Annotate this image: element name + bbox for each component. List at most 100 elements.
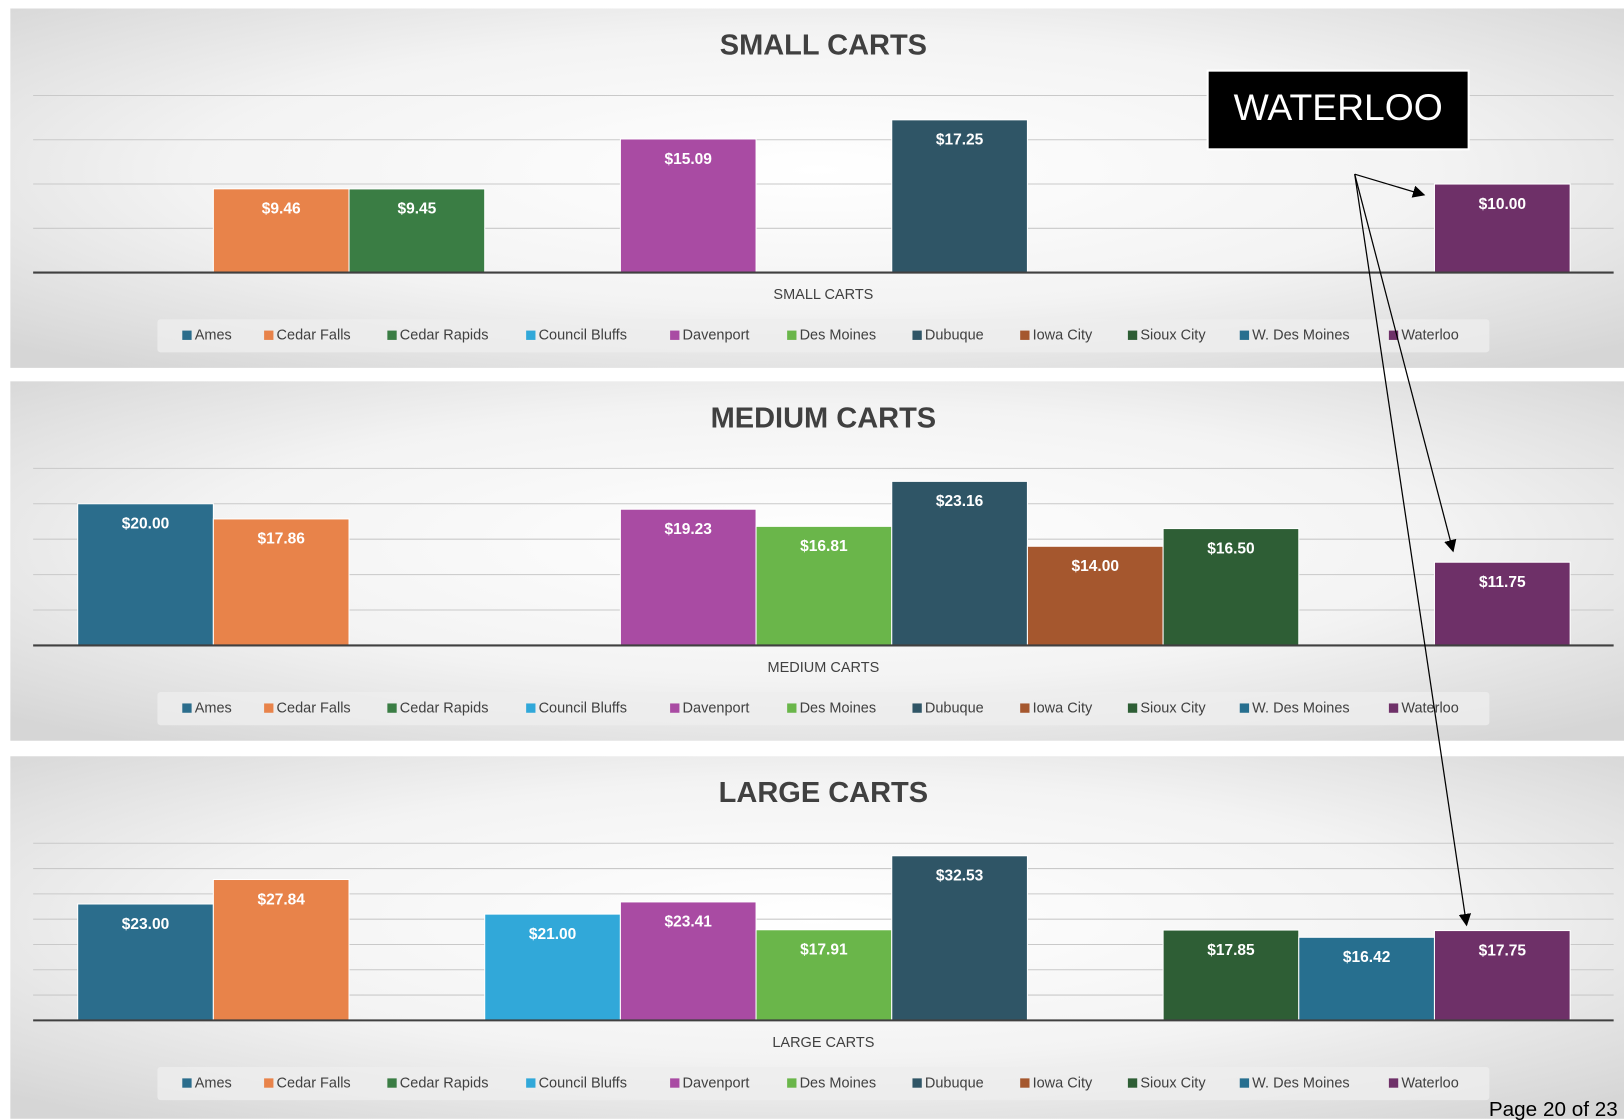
callout: WATERLOO xyxy=(1206,69,1472,927)
charts: SMALL CARTS $9.46 $9.45 $15.09 $17.25 $10.00 S… xyxy=(10,8,1624,1119)
legend-swatch xyxy=(670,703,680,713)
value-label: $17.75 xyxy=(1479,942,1527,959)
legend-swatch xyxy=(912,703,922,713)
value-label: $20.00 xyxy=(122,516,169,533)
legend-swatch xyxy=(387,1078,397,1088)
legend-label: Cedar Falls xyxy=(277,328,351,344)
bar xyxy=(891,119,1028,274)
value-label: $27.84 xyxy=(257,891,305,908)
value-label: $16.50 xyxy=(1207,540,1254,557)
legend-label: Sioux City xyxy=(1140,328,1206,344)
value-label: $23.16 xyxy=(936,493,984,510)
arrow xyxy=(1354,174,1472,927)
legend-swatch xyxy=(526,330,536,340)
chart-title: MEDIUM CARTS xyxy=(711,402,937,434)
x-axis-label: MEDIUM CARTS xyxy=(768,660,880,676)
legend-label: W. Des Moines xyxy=(1252,700,1350,716)
legend-swatch xyxy=(670,330,680,340)
legend-label: Cedar Rapids xyxy=(400,700,489,716)
legend-label: Des Moines xyxy=(800,1075,877,1091)
legend-label: Des Moines xyxy=(800,328,877,344)
bar xyxy=(212,188,350,274)
bar xyxy=(77,503,214,646)
legend-label: Council Bluffs xyxy=(539,700,627,716)
bar xyxy=(1433,183,1571,274)
value-label: $19.23 xyxy=(664,521,712,538)
value-label: $16.81 xyxy=(800,538,848,555)
value-label: $11.75 xyxy=(1479,574,1526,591)
legend-swatch xyxy=(526,703,536,713)
legend-swatch xyxy=(264,1078,274,1088)
legend-swatch xyxy=(1127,1078,1138,1088)
value-label: $17.25 xyxy=(936,132,984,149)
chart-background xyxy=(10,8,1624,368)
legend-swatch xyxy=(1239,330,1250,340)
legend-label: Waterloo xyxy=(1401,700,1458,716)
x-axis-label: SMALL CARTS xyxy=(773,287,873,303)
chart: SMALL CARTS $9.46 $9.45 $15.09 $17.25 $10.00 S… xyxy=(10,8,1624,368)
callout-text: WATERLOO xyxy=(1234,86,1443,128)
legend-swatch xyxy=(182,1078,192,1088)
bar xyxy=(755,525,893,646)
bar xyxy=(212,518,350,646)
chart-title: SMALL CARTS xyxy=(720,29,927,61)
legend-label: Dubuque xyxy=(925,700,984,716)
legend-label: Dubuque xyxy=(925,1075,984,1091)
legend-label: Waterloo xyxy=(1401,328,1458,344)
bar xyxy=(619,138,757,274)
legend-swatch xyxy=(1127,703,1138,713)
legend-label: W. Des Moines xyxy=(1252,1075,1350,1091)
bar xyxy=(1162,528,1300,646)
bar xyxy=(1298,936,1435,1021)
legend-swatch xyxy=(1239,703,1250,713)
legend-label: Davenport xyxy=(683,328,750,344)
value-label: $23.41 xyxy=(664,914,712,931)
legend-background xyxy=(157,319,1490,353)
legend-swatch xyxy=(1388,703,1399,713)
legend-label: Davenport xyxy=(683,700,750,716)
legend-background xyxy=(157,1066,1490,1101)
legend-swatch xyxy=(387,330,397,340)
legend-label: Cedar Rapids xyxy=(400,1075,489,1091)
value-label: $23.00 xyxy=(122,916,169,933)
legend-swatch xyxy=(264,703,274,713)
legend-swatch xyxy=(182,703,192,713)
legend-swatch xyxy=(670,1078,680,1088)
legend-swatch xyxy=(264,330,274,340)
value-label: $32.53 xyxy=(936,868,984,885)
legend-swatch xyxy=(1388,330,1399,340)
value-label: $17.85 xyxy=(1207,942,1255,959)
legend-label: Cedar Falls xyxy=(277,700,351,716)
legend-swatch xyxy=(1020,330,1030,340)
legend-swatch xyxy=(912,1078,922,1088)
legend-swatch xyxy=(526,1078,536,1088)
x-axis-label: LARGE CARTS xyxy=(772,1035,874,1051)
value-label: $15.09 xyxy=(664,151,712,168)
legend-swatch xyxy=(182,330,192,340)
chart-title: LARGE CARTS xyxy=(719,777,928,809)
legend-label: Iowa City xyxy=(1033,700,1093,716)
legend-background xyxy=(157,692,1490,726)
bar xyxy=(619,508,757,646)
bar xyxy=(1026,545,1164,646)
value-label: $9.45 xyxy=(397,201,436,218)
value-label: $21.00 xyxy=(529,926,576,943)
legend-swatch xyxy=(1388,1078,1399,1088)
value-label: $9.46 xyxy=(262,201,301,218)
value-label: $17.91 xyxy=(800,942,848,959)
legend-label: Davenport xyxy=(683,1075,750,1091)
bar xyxy=(212,878,350,1021)
bar xyxy=(755,929,893,1021)
legend-label: Council Bluffs xyxy=(539,328,627,344)
legend-label: Ames xyxy=(195,700,232,716)
legend-label: Sioux City xyxy=(1140,1075,1206,1091)
value-label: $10.00 xyxy=(1479,196,1526,213)
legend-label: Iowa City xyxy=(1033,328,1093,344)
legend-swatch xyxy=(1020,703,1030,713)
legend-swatch xyxy=(387,703,397,713)
legend-label: Council Bluffs xyxy=(539,1075,627,1091)
page-number: Page 20 of 23 xyxy=(1489,1098,1618,1120)
bar xyxy=(1433,930,1571,1021)
